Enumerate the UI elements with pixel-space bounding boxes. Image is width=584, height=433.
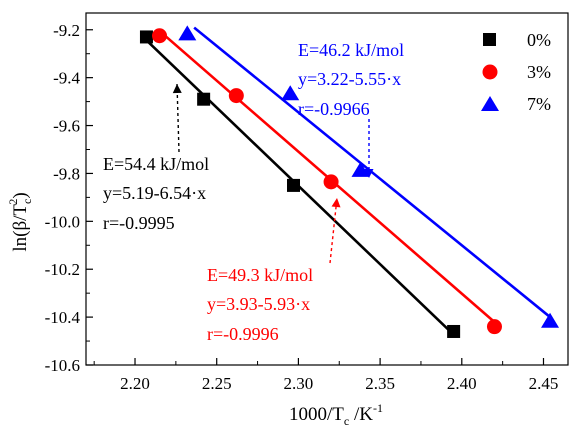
- y-axis-title-sup: 2: [6, 199, 20, 205]
- annotation-0pct-energy: E=54.4 kJ/mol: [103, 154, 209, 174]
- plot-frame: [85, 12, 569, 366]
- data-point-square: [287, 178, 301, 192]
- y-axis-title-sub: c: [20, 199, 34, 204]
- x-tick-label: 2.30: [284, 374, 314, 393]
- legend-label-7pct: 7%: [527, 94, 551, 114]
- y-tick-label: -9.8: [53, 164, 80, 183]
- y-tick-label: -9.4: [53, 69, 80, 88]
- annotation-3pct-fit: y=3.93-5.93·x: [207, 294, 310, 314]
- annotation-0pct: E=54.4 kJ/mol y=5.19-6.54·x r=-0.9995: [103, 154, 209, 233]
- fit-line-0: [146, 40, 456, 337]
- x-tick-label: 2.45: [529, 374, 559, 393]
- y-tick-label: -10.6: [45, 356, 80, 375]
- data-point-circle: [486, 319, 502, 335]
- annotation-7pct: E=46.2 kJ/mol y=3.22-5.55·x r=-0.9966: [298, 40, 404, 119]
- x-axis: 2.20 2.25 2.30 2.35 2.40 2.45: [93, 358, 559, 393]
- x-axis-title-sup: -1: [373, 401, 383, 415]
- arrow-0pct-head: [172, 84, 182, 94]
- data-point-triangle: [178, 25, 197, 41]
- y-axis-title-tail: ): [10, 192, 31, 198]
- y-axis-title: ln(β/Tc2): [6, 192, 34, 251]
- annotation-7pct-fit: y=3.22-5.55·x: [298, 69, 401, 89]
- y-tick-label: -10.4: [45, 308, 81, 327]
- arrow-7pct-head: [364, 169, 374, 178]
- x-axis-title-tail: /K: [349, 404, 373, 425]
- arrow-3pct-head: [331, 198, 341, 208]
- data-point-circle: [228, 88, 244, 104]
- y-tick-label: -9.2: [53, 21, 80, 40]
- data-point-circle: [323, 174, 339, 190]
- plot-border: [85, 12, 569, 366]
- annotation-7pct-energy: E=46.2 kJ/mol: [298, 40, 404, 60]
- legend: 0% 3% 7%: [481, 30, 551, 114]
- y-tick-label: -10.2: [45, 260, 80, 279]
- y-tick-label: -9.6: [53, 117, 80, 136]
- annotation-3pct-r: r=-0.9996: [207, 324, 279, 344]
- legend-marker-0pct: [483, 33, 496, 46]
- data-point-triangle: [351, 161, 370, 177]
- x-tick-label: 2.20: [120, 374, 150, 393]
- annotation-arrows: [172, 83, 374, 264]
- legend-marker-3pct: [482, 64, 498, 80]
- data-point-triangle: [281, 85, 300, 101]
- annotation-7pct-r: r=-0.9966: [298, 99, 370, 119]
- y-axis-title-main: ln(β/T: [10, 204, 31, 252]
- annotation-3pct: E=49.3 kJ/mol y=3.93-5.93·x r=-0.9996: [207, 265, 313, 344]
- legend-label-3pct: 3%: [527, 62, 551, 82]
- x-axis-title-sub: c: [344, 414, 349, 428]
- x-tick-label: 2.40: [447, 374, 477, 393]
- data-point-square: [139, 30, 153, 44]
- legend-marker-7pct: [481, 96, 499, 111]
- data-point-square: [447, 324, 461, 338]
- x-axis-title-main: 1000/T: [289, 404, 344, 425]
- annotation-0pct-fit: y=5.19-6.54·x: [103, 183, 206, 203]
- data-point-square: [197, 92, 211, 106]
- annotation-3pct-energy: E=49.3 kJ/mol: [207, 265, 313, 285]
- fit-line-2: [193, 26, 552, 319]
- data-point-triangle: [541, 312, 560, 328]
- y-tick-label: -10.0: [45, 212, 80, 231]
- x-axis-title: 1000/Tc /K-1: [289, 401, 383, 428]
- arrow-0pct: [176, 83, 180, 153]
- annotation-0pct-r: r=-0.9995: [103, 213, 175, 233]
- data-point-circle: [152, 28, 168, 44]
- y-axis: -9.2 -9.4 -9.6 -9.8 -10.0 -10.2 -10.4 -10.6: [45, 21, 93, 375]
- x-tick-label: 2.35: [365, 374, 395, 393]
- arrow-3pct: [329, 197, 338, 264]
- legend-label-0pct: 0%: [527, 30, 551, 50]
- x-tick-label: 2.25: [202, 374, 232, 393]
- data-markers: [139, 25, 560, 338]
